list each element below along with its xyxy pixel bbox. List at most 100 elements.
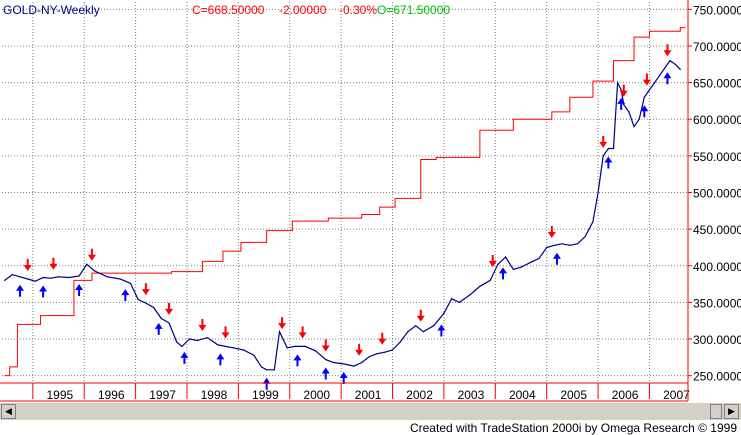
axes: 250.0000 300.0000 350.0000 400.0000 450.0000…: [0, 0, 741, 402]
price-point: [469, 294, 471, 296]
x-tick-label: 1995: [46, 388, 73, 402]
y-tick-label: 300.0000: [693, 333, 741, 347]
price-point: [664, 67, 666, 69]
stop-line: [4, 27, 686, 377]
sell-arrow-icon: [599, 135, 608, 148]
price-point: [399, 341, 401, 343]
price-point: [520, 266, 522, 268]
price-point: [3, 279, 6, 282]
sell-arrow-icon: [49, 257, 58, 270]
price-point: [19, 276, 21, 278]
buy-arrow-icon: [262, 377, 271, 390]
price-point: [479, 285, 481, 287]
price-point: [145, 302, 147, 304]
price-point: [304, 345, 306, 347]
price-point: [206, 336, 209, 339]
symbol-label: GOLD-NY-Weekly: [3, 3, 100, 17]
price-point: [497, 263, 499, 265]
x-tick-label: 1999: [252, 388, 279, 402]
sell-arrow-icon: [642, 73, 651, 86]
x-tick-label: 2001: [355, 388, 382, 402]
price-point: [620, 89, 622, 91]
price-point: [86, 263, 88, 265]
sell-arrow-icon: [165, 302, 174, 315]
arrow-left-icon: ◀: [5, 406, 12, 416]
price-series: [3, 59, 681, 371]
price-point: [415, 325, 417, 327]
price-point: [50, 277, 52, 279]
price-point: [561, 243, 563, 245]
price-point: [530, 261, 532, 263]
price-point: [512, 268, 514, 271]
buy-arrow-icon: [663, 72, 672, 85]
price-point: [152, 306, 155, 309]
change-value: -2.00000: [279, 3, 327, 17]
scroll-right-button[interactable]: ▶: [724, 404, 739, 419]
x-tick-label: 1998: [201, 388, 228, 402]
scroll-thumb[interactable]: [710, 404, 722, 419]
horizontal-scrollbar[interactable]: ◀ ▶: [0, 403, 741, 420]
price-point: [343, 363, 345, 365]
price-point: [294, 345, 296, 347]
price-point: [232, 347, 234, 349]
price-point: [78, 275, 80, 277]
price-point: [168, 322, 170, 324]
price-point: [314, 350, 317, 352]
x-tick-label: 2005: [560, 388, 587, 402]
x-tick-label: 2007: [663, 388, 690, 402]
price-point: [569, 244, 571, 246]
buy-arrow-icon: [339, 371, 348, 384]
price-point: [433, 325, 435, 327]
y-tick-label: 650.0000: [693, 77, 741, 91]
price-point: [353, 365, 355, 367]
price-point: [57, 276, 60, 278]
price-point: [68, 276, 70, 279]
buy-arrow-icon: [604, 156, 613, 169]
y-tick-label: 450.0000: [693, 223, 741, 237]
buy-arrow-icon: [321, 367, 330, 380]
buy-arrow-icon: [617, 97, 626, 110]
price-point: [160, 317, 162, 320]
price-point: [391, 349, 394, 351]
price-point: [653, 81, 656, 84]
sell-arrow-icon: [663, 44, 672, 57]
buy-arrow-icon: [154, 322, 163, 335]
price-point: [443, 312, 445, 314]
scroll-left-button[interactable]: ◀: [1, 404, 16, 419]
price-point: [129, 282, 132, 284]
price-point: [224, 345, 227, 347]
price-point: [538, 257, 540, 260]
price-point: [361, 361, 363, 364]
price-point: [607, 147, 609, 150]
x-tick-label: 2004: [509, 388, 536, 402]
price-point: [674, 63, 676, 65]
price-point: [553, 244, 555, 246]
price-point: [27, 278, 29, 280]
price-point: [612, 147, 615, 150]
price-point: [576, 243, 579, 245]
y-tick-label: 750.0000: [693, 3, 741, 17]
buy-arrow-icon: [39, 285, 48, 298]
price-point: [617, 81, 619, 84]
price-point: [286, 347, 288, 349]
arrow-right-icon: ▶: [728, 406, 735, 416]
price-point: [188, 338, 191, 340]
y-tick-label: 600.0000: [693, 113, 741, 127]
price-point: [584, 235, 586, 238]
sell-arrow-icon: [221, 326, 230, 339]
y-tick-label: 250.0000: [693, 370, 741, 384]
price-point: [648, 89, 651, 91]
sell-arrow-icon: [278, 317, 287, 330]
price-point: [266, 369, 268, 371]
stop-series: [4, 27, 686, 377]
price-point: [196, 339, 198, 342]
buy-arrow-icon: [640, 105, 649, 118]
price-point: [659, 74, 661, 76]
price-point: [451, 298, 453, 300]
sell-arrow-icon: [547, 225, 556, 238]
buy-arrow-icon: [75, 284, 84, 297]
chart-canvas: 250.0000 300.0000 350.0000 400.0000 450.0000…: [0, 0, 741, 403]
price-point: [638, 118, 640, 120]
credit-line: Created with TradeStation 2000i by Omega…: [409, 421, 737, 435]
sell-arrow-icon: [378, 332, 387, 345]
